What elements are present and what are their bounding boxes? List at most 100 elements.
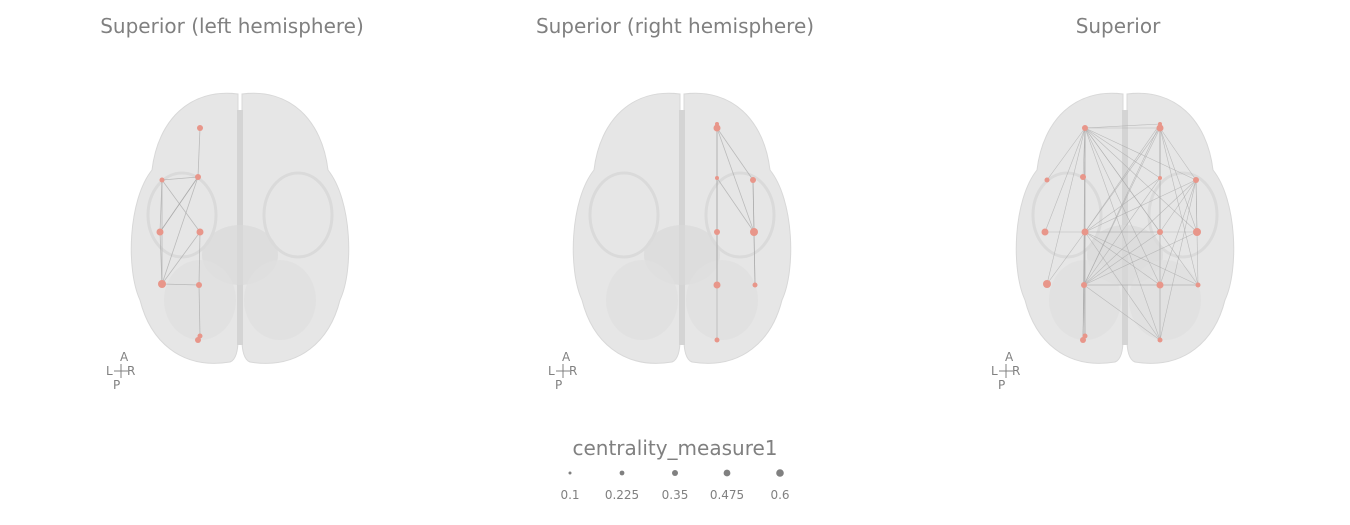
brain-outline — [1015, 92, 1235, 364]
edge-line — [1159, 179, 1197, 341]
edge-line — [1159, 179, 1197, 286]
node-dot — [1156, 281, 1164, 289]
legend-label: 0.6 — [770, 488, 790, 502]
legend-label: 0.1 — [560, 488, 580, 502]
edge-line — [1083, 231, 1198, 286]
nodes — [713, 122, 758, 343]
legend-dot — [672, 470, 678, 476]
node-dot — [1156, 124, 1164, 132]
edge-line — [1159, 127, 1197, 181]
edge-line — [1159, 127, 1198, 233]
legend-dot — [723, 469, 731, 477]
legend-title: centrality_measure1 — [572, 436, 778, 460]
node-dot — [1157, 337, 1163, 343]
edge-line — [1084, 127, 1161, 233]
edge-line — [716, 127, 754, 181]
node-dot — [1081, 282, 1087, 288]
orient-cross-icon — [114, 364, 128, 378]
node-dot — [1043, 280, 1051, 288]
edge-line — [1083, 284, 1086, 337]
edge-line — [716, 177, 755, 233]
node-dot — [714, 229, 720, 235]
edge-line — [161, 179, 201, 233]
orient-right: R — [127, 364, 136, 378]
node-dot — [1193, 228, 1201, 236]
orient-anterior: A — [120, 350, 129, 364]
node-dot — [750, 177, 756, 183]
edge-line — [1046, 127, 1086, 181]
node-dot — [1157, 229, 1163, 235]
orient-anterior: A — [1005, 350, 1014, 364]
right-lobe-contour — [1147, 171, 1219, 259]
orient-posterior: P — [555, 378, 563, 392]
left-occipital-region — [606, 260, 678, 340]
right-lobe-contour — [704, 171, 776, 259]
node-dot — [1158, 176, 1162, 180]
brain-outline — [130, 92, 350, 364]
left-lobe-contour — [588, 171, 660, 259]
orient-anterior: A — [562, 350, 571, 364]
node-dot — [1193, 177, 1199, 183]
edge-line — [716, 127, 755, 233]
edge-line — [1044, 127, 1086, 233]
right-occipital-region — [686, 260, 758, 340]
edge-line — [198, 284, 201, 337]
right-occipital-region — [244, 260, 316, 340]
edge-line — [1084, 231, 1199, 286]
node-dot — [1195, 282, 1201, 288]
edge-line — [1084, 127, 1197, 181]
brain-superior — [1015, 92, 1235, 364]
edge-line — [1046, 127, 1086, 285]
edge-line — [161, 283, 200, 286]
orient-cross-icon — [556, 364, 570, 378]
orient-right: R — [1012, 364, 1021, 378]
nodes — [156, 125, 204, 343]
right-occipital-region — [1129, 260, 1201, 340]
edge-line — [1083, 179, 1197, 286]
nodes — [1041, 122, 1201, 343]
edge-line — [1159, 127, 1199, 286]
node-dot — [752, 282, 758, 288]
edge-line — [1046, 231, 1086, 285]
node-dot — [1081, 228, 1089, 236]
orient-left: L — [991, 364, 998, 378]
node-dot — [1044, 177, 1050, 183]
node-dot — [715, 122, 719, 126]
edge-line — [1084, 127, 1161, 179]
edge-line — [161, 176, 199, 181]
edge-line — [1159, 179, 1197, 233]
edge-line — [159, 176, 199, 233]
legend-dot — [568, 471, 572, 475]
edge-line — [1084, 123, 1161, 233]
orient-posterior: P — [998, 378, 1006, 392]
node-dot — [714, 337, 720, 343]
node-dot — [195, 337, 201, 343]
node-dot — [197, 125, 203, 131]
legend-label: 0.35 — [661, 488, 689, 502]
orient-cross-icon — [999, 364, 1013, 378]
legend-label: 0.475 — [709, 488, 745, 502]
edge-line — [1084, 127, 1199, 286]
node-dot — [159, 177, 165, 183]
panel-title-both: Superior — [1075, 14, 1161, 38]
edge-line — [159, 231, 163, 285]
edge-line — [1083, 284, 1161, 341]
edge-line — [197, 127, 201, 178]
node-dot — [1080, 174, 1086, 180]
edge-line — [1084, 123, 1161, 129]
edge-line — [1084, 127, 1198, 233]
node-dot — [196, 228, 204, 236]
legend-dot — [776, 469, 784, 477]
node-dot — [1041, 228, 1049, 236]
panel-title-right: Superior (right hemisphere) — [535, 14, 815, 38]
node-dot — [713, 281, 721, 289]
orient-posterior: P — [113, 378, 121, 392]
legend-dot — [619, 470, 625, 476]
edge-line — [1082, 284, 1085, 341]
panel-title-left: Superior (left hemisphere) — [100, 14, 364, 38]
edge-line — [161, 176, 199, 285]
node-dot — [196, 282, 202, 288]
edge-line — [161, 231, 201, 285]
node-dot — [156, 228, 164, 236]
node-dot — [715, 176, 719, 180]
